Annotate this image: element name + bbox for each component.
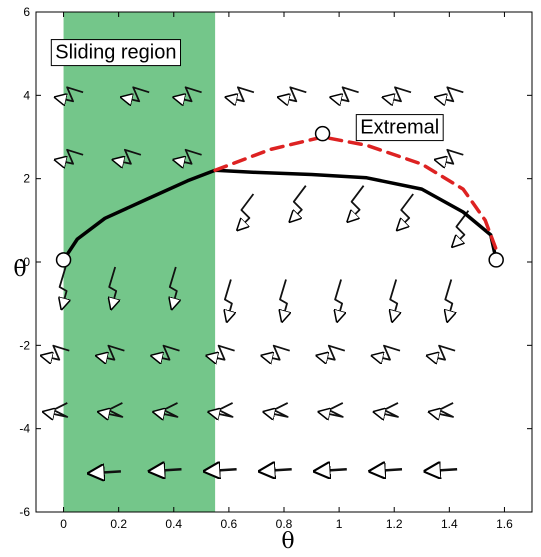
vector-field-arrow (41, 344, 70, 360)
x-axis-label: θ (281, 529, 294, 554)
y-tick-label: -6 (19, 505, 30, 519)
y-tick-label: 6 (23, 5, 30, 19)
vector-field-arrow (262, 344, 290, 360)
vector-field-arrow (278, 86, 307, 101)
vector-field-arrow (429, 402, 455, 417)
vector-field-arrow (315, 469, 347, 471)
vector-field-arrow (225, 279, 232, 322)
y-tick-label: -2 (19, 338, 30, 352)
vector-field-arrow (370, 469, 403, 471)
x-tick-label: 0.8 (276, 517, 293, 531)
x-tick-label: 1.4 (441, 517, 458, 531)
vector-field-arrow (98, 402, 124, 417)
vector-field-arrow (383, 86, 412, 101)
vector-field-arrow (226, 86, 255, 101)
vector-field-arrow (260, 469, 292, 471)
y-tick-label: 4 (23, 88, 30, 102)
vector-field-arrow (435, 148, 464, 164)
vector-field-arrow (207, 344, 235, 360)
vector-field-arrow (43, 402, 69, 417)
endpoint-marker (314, 125, 331, 142)
extremal-trajectory-line (213, 135, 498, 252)
vector-field-arrow (290, 185, 307, 222)
vector-field-arrow (280, 279, 287, 322)
vector-field-arrow (452, 210, 470, 247)
vector-field-arrow (150, 469, 182, 471)
vector-field-arrow (113, 148, 142, 164)
vector-field-arrow (390, 279, 397, 322)
sliding-region-label: Sliding region (55, 42, 176, 64)
vector-field-arrow (96, 344, 125, 360)
vector-field-arrow (237, 193, 255, 230)
vector-field-arrow (89, 471, 121, 473)
vector-field-arrow (174, 148, 202, 164)
vector-field-arrow (209, 402, 234, 417)
endpoint-marker (55, 252, 72, 268)
vector-field-arrow (174, 86, 202, 101)
vector-field-arrow (109, 266, 116, 309)
extremal-label: Extremal (360, 117, 439, 139)
vector-field-arrow (205, 469, 237, 471)
sliding-region-label-box (50, 39, 182, 67)
vector-field-arrow (55, 86, 84, 101)
vector-field-arrow (331, 86, 359, 101)
vector-field-arrow (154, 402, 179, 417)
x-tick-label: 0.6 (221, 517, 238, 531)
y-axis-label: θ̇ (13, 257, 26, 282)
vector-field-arrow (55, 148, 84, 164)
vector-field-arrow (335, 279, 342, 322)
sliding-region-band (63, 12, 216, 512)
vector-field-arrow (427, 344, 456, 360)
x-tick-label: 0.4 (165, 517, 182, 531)
extremal-label-box (355, 114, 444, 142)
sliding-trajectory-line (61, 168, 498, 262)
vector-field-arrow (425, 469, 458, 471)
vector-field-arrow (374, 402, 399, 417)
vector-field-arrow (170, 266, 177, 309)
vector-field-arrow (372, 344, 401, 360)
endpoint-marker (488, 252, 504, 268)
x-tick-label: 1.6 (496, 517, 513, 531)
vector-field-arrow (435, 86, 464, 101)
vector-field-arrow (264, 402, 289, 417)
x-tick-label: 1 (336, 517, 343, 531)
y-tick-label: -4 (19, 422, 30, 436)
vector-field-arrow (348, 185, 365, 222)
y-tick-label: 2 (23, 172, 30, 186)
x-tick-label: 0 (60, 517, 67, 531)
y-tick-label: 0 (23, 255, 30, 269)
vector-field-arrow (152, 344, 180, 360)
vector-field-arrow (121, 86, 150, 101)
vector-field-arrow (317, 344, 346, 360)
vector-field-arrow (60, 266, 67, 309)
x-tick-label: 0.2 (110, 517, 127, 531)
vector-field-arrow (319, 402, 344, 417)
vector-field-arrow (397, 193, 414, 230)
x-tick-label: 1.2 (386, 517, 403, 531)
vector-field-arrow (445, 279, 452, 322)
